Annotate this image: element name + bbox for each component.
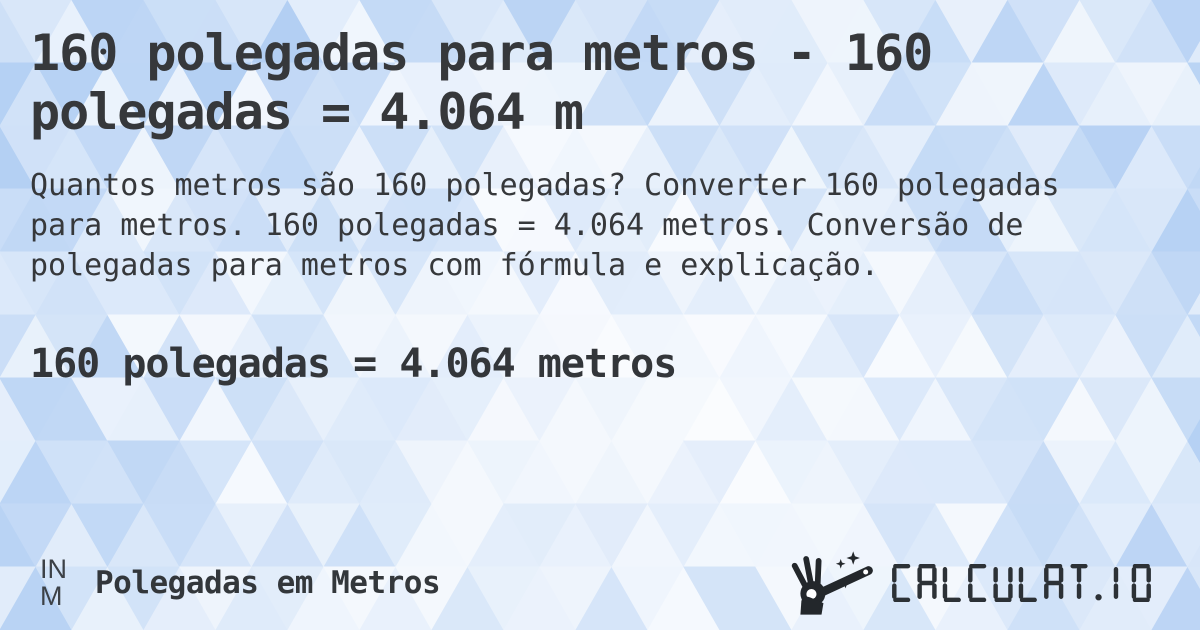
unit-from-abbr: IN: [40, 554, 67, 584]
brand-logo: [786, 551, 1170, 615]
footer-category: IN M Polegadas em Metros: [40, 556, 441, 610]
unit-badge: IN M: [40, 556, 67, 610]
page-description: Quantos metros são 160 polegadas? Conver…: [30, 168, 1060, 283]
magic-wand-hand-icon: [791, 551, 873, 615]
category-label: Polegadas em Metros: [95, 565, 441, 601]
page-title: 160 polegadas para metros - 160 polegada…: [30, 24, 933, 141]
conversion-result: 160 polegadas = 4.064 metros: [30, 341, 677, 387]
brand-wordmark: [892, 564, 1151, 602]
unit-to-abbr: M: [40, 581, 63, 611]
footer: IN M Polegadas em Metros: [40, 546, 1170, 620]
